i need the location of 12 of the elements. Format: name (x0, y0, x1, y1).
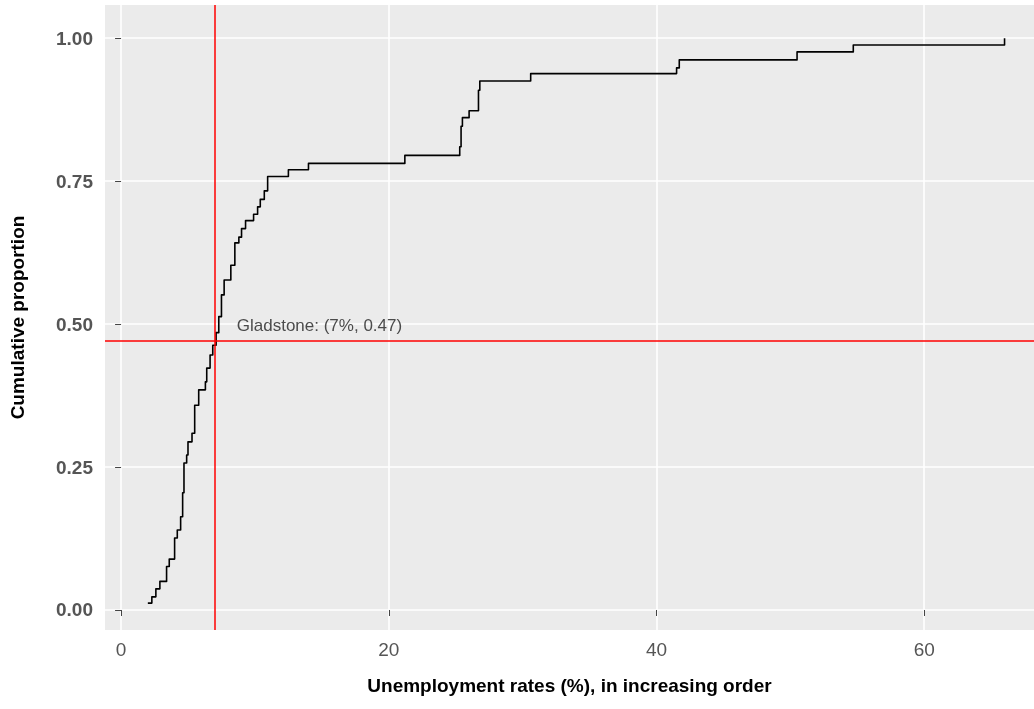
annotation: Gladstone: (7%, 0.47) (236, 316, 403, 336)
x-axis-title: Unemployment rates (%), in increasing order (367, 675, 773, 696)
y-axis-title: Cumulative proportion (7, 215, 28, 420)
y-tick-label: 0.50 (56, 313, 93, 335)
x-tick-label: 20 (378, 639, 400, 660)
x-tick-label: 0 (115, 639, 127, 660)
y-tick-label: 0.75 (56, 170, 94, 192)
x-tick-label: 60 (913, 639, 935, 660)
y-tick-label: 0.00 (56, 599, 93, 621)
y-tick-label: 0.25 (56, 456, 94, 478)
y-tick-label: 1.00 (56, 27, 93, 49)
x-tick-label: 40 (645, 639, 668, 660)
